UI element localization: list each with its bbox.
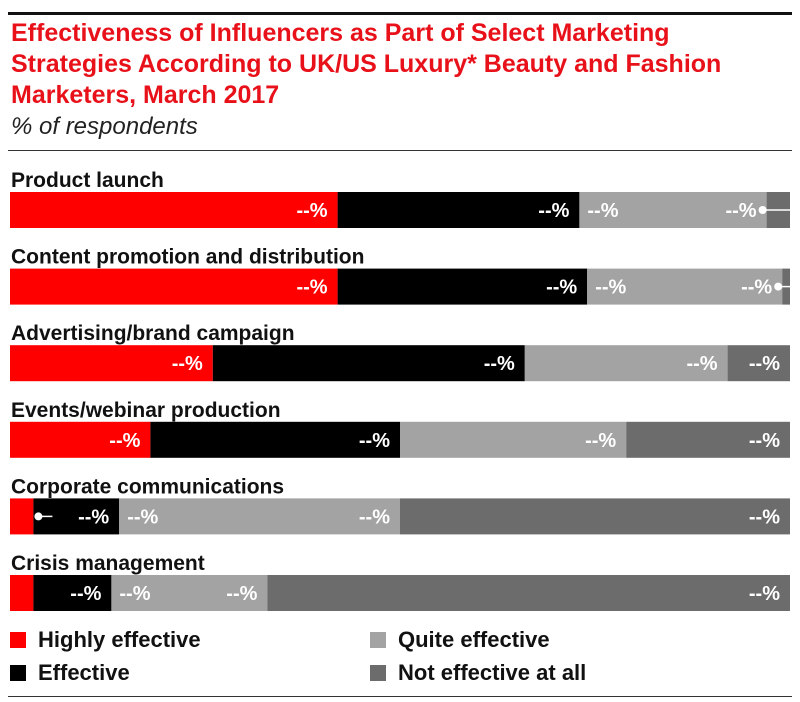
value-label-crisis-management-s3: --% <box>749 583 780 605</box>
legend-item-not-effective-at-all: Not effective at all <box>370 661 586 685</box>
category-label-product-launch: Product launch <box>11 169 164 192</box>
value-label-product-launch-s1: --% <box>538 200 569 222</box>
chart-title: Effectiveness of Influencers as Part of … <box>11 19 722 109</box>
bar-crisis-management-s2 <box>111 575 268 611</box>
value-label-advertising-brand-campaign-s2: --% <box>686 353 717 375</box>
value-label-extra-product-launch: --% <box>587 200 618 222</box>
value-label-extra-corporate-communications: --% <box>127 506 158 528</box>
value-label-corporate-communications-s2: --% <box>359 506 390 528</box>
value-label-product-launch-s0: --% <box>296 200 327 222</box>
bar-corporate-communications-s3 <box>400 498 790 535</box>
bar-corporate-communications-s0 <box>10 498 34 535</box>
value-label-events-webinar-production-s3: --% <box>749 430 780 452</box>
category-label-content-promotion-and-distribution: Content promotion and distribution <box>11 246 364 269</box>
bar-crisis-management-s1 <box>33 575 112 611</box>
leader-dot-content-promotion-and-distribution <box>774 282 783 291</box>
bar-product-launch-s0 <box>10 192 338 228</box>
value-label-content-promotion-and-distribution-s0: --% <box>296 277 327 299</box>
bar-advertising-brand-campaign-s3 <box>727 345 790 382</box>
value-label-content-promotion-and-distribution-s1: --% <box>546 277 577 299</box>
legend-label-highly-effective: Highly effective <box>38 627 201 652</box>
value-label-advertising-brand-campaign-s3: --% <box>749 353 780 375</box>
category-label-crisis-management: Crisis management <box>11 552 205 575</box>
bar-content-promotion-and-distribution-s2 <box>587 268 783 305</box>
value-label-events-webinar-production-s0: --% <box>109 430 140 452</box>
chart-subtitle: % of respondents <box>11 113 198 140</box>
bar-events-webinar-production-s3 <box>626 421 790 458</box>
top-rule <box>8 12 792 15</box>
value-label-product-launch-s2: --% <box>725 200 756 222</box>
value-label-advertising-brand-campaign-s0: --% <box>172 353 203 375</box>
value-label-extra-crisis-management: --% <box>119 583 150 605</box>
value-label-events-webinar-production-s1: --% <box>359 430 390 452</box>
bar-events-webinar-production-s2 <box>400 421 627 458</box>
legend-item-highly-effective: Highly effective <box>10 628 201 652</box>
category-label-events-webinar-production: Events/webinar production <box>11 399 281 422</box>
legend-swatch-quite-effective <box>370 632 386 648</box>
subtitle-rule <box>8 150 792 151</box>
bar-product-launch-s2 <box>579 192 767 228</box>
value-label-crisis-management-s2: --% <box>226 583 257 605</box>
legend-swatch-not-effective-at-all <box>370 665 386 681</box>
legend-label-effective: Effective <box>38 660 130 685</box>
bar-product-launch-s1 <box>337 192 580 228</box>
value-label-corporate-communications-s3: --% <box>749 506 780 528</box>
bottom-rule <box>8 696 792 697</box>
legend-swatch-highly-effective <box>10 632 26 648</box>
legend-item-quite-effective: Quite effective <box>370 628 550 652</box>
legend-label-not-effective-at-all: Not effective at all <box>398 660 587 685</box>
bar-crisis-management-s3 <box>267 575 790 611</box>
leader-dot-product-launch <box>758 206 767 214</box>
bar-events-webinar-production-s1 <box>150 421 400 458</box>
category-label-corporate-communications: Corporate communications <box>11 475 284 498</box>
legend-item-effective: Effective <box>10 661 130 685</box>
leader-dot-corporate-communications <box>34 512 43 521</box>
value-label-events-webinar-production-s2: --% <box>585 430 616 452</box>
value-label-extra-content-promotion-and-distribution: --% <box>595 277 626 299</box>
value-label-crisis-management-s1: --% <box>70 583 101 605</box>
bar-corporate-communications-s2 <box>119 498 400 535</box>
bar-advertising-brand-campaign-s1 <box>212 345 525 382</box>
value-label-content-promotion-and-distribution-s2: --% <box>741 277 772 299</box>
bar-content-promotion-and-distribution-s1 <box>337 268 588 305</box>
bar-advertising-brand-campaign-s0 <box>10 345 213 382</box>
value-label-advertising-brand-campaign-s1: --% <box>484 353 515 375</box>
bar-events-webinar-production-s0 <box>10 421 151 458</box>
legend-swatch-effective <box>10 665 26 681</box>
value-label-corporate-communications-s1: --% <box>78 506 109 528</box>
bar-crisis-management-s0 <box>10 575 34 611</box>
bar-content-promotion-and-distribution-s0 <box>10 268 338 305</box>
category-label-advertising-brand-campaign: Advertising/brand campaign <box>11 322 295 345</box>
legend-label-quite-effective: Quite effective <box>398 627 550 652</box>
bar-advertising-brand-campaign-s2 <box>524 345 728 382</box>
